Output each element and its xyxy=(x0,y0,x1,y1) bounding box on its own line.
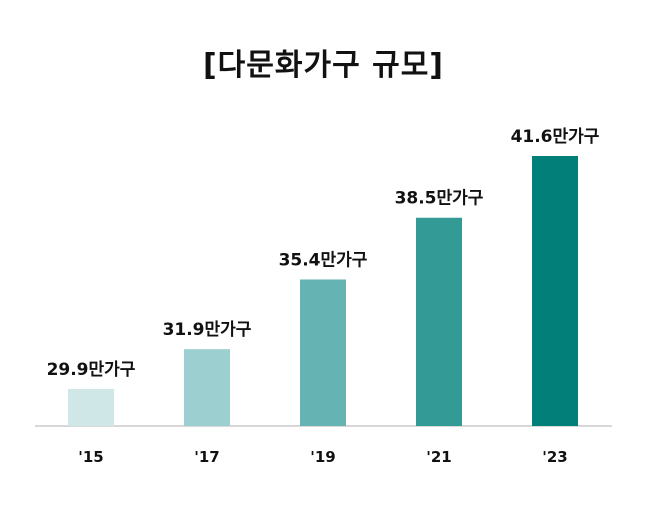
bar-1 xyxy=(184,349,230,426)
chart-title: [다문화가구 규모] xyxy=(202,48,445,83)
data-label-2: 35.4만가구 xyxy=(279,250,368,270)
x-tick-label-2: '19 xyxy=(310,448,335,466)
data-label-4: 41.6만가구 xyxy=(511,127,600,147)
x-tick-label-4: '23 xyxy=(542,448,567,466)
x-tick-label-1: '17 xyxy=(194,448,219,466)
x-tick-label-0: '15 xyxy=(78,448,103,466)
data-label-1: 31.9만가구 xyxy=(163,320,252,340)
tick-labels-group: '15 '17 '19 '21 '23 xyxy=(78,448,567,466)
bar-4 xyxy=(532,156,578,426)
data-label-0: 29.9만가구 xyxy=(47,360,136,380)
bars-group xyxy=(68,156,578,426)
x-tick-label-3: '21 xyxy=(426,448,451,466)
bar-0 xyxy=(68,389,114,426)
data-labels-group: 29.9만가구 31.9만가구 35.4만가구 38.5만가구 41.6만가구 xyxy=(47,127,600,380)
data-label-3: 38.5만가구 xyxy=(395,189,484,209)
bar-2 xyxy=(300,279,346,426)
bar-3 xyxy=(416,217,462,426)
